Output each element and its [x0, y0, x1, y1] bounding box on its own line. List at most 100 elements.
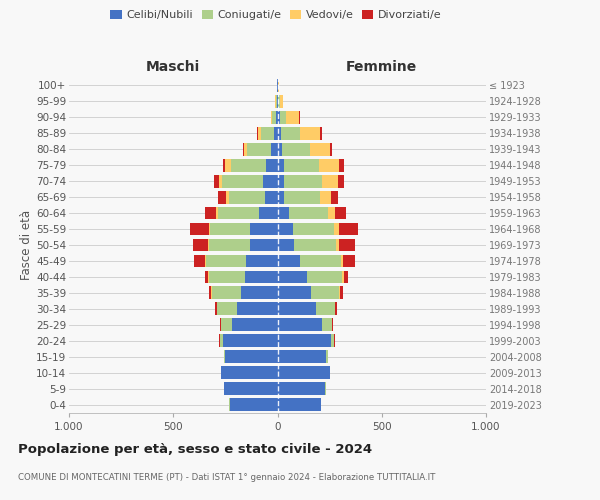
Bar — [205, 254, 206, 268]
Bar — [221, 366, 277, 379]
Bar — [232, 318, 277, 331]
Bar — [342, 270, 344, 283]
Bar — [218, 191, 226, 203]
Bar — [209, 270, 245, 283]
Bar — [229, 191, 265, 203]
Bar — [277, 159, 284, 172]
Bar — [340, 286, 343, 299]
Text: Popolazione per età, sesso e stato civile - 2024: Popolazione per età, sesso e stato civil… — [18, 442, 372, 456]
Bar — [322, 318, 332, 331]
Bar — [219, 334, 220, 347]
Bar — [219, 175, 222, 188]
Bar — [336, 238, 339, 252]
Bar — [194, 254, 205, 268]
Bar — [190, 222, 209, 235]
Bar — [247, 143, 271, 156]
Bar — [301, 127, 320, 140]
Bar — [339, 286, 340, 299]
Bar — [334, 222, 339, 235]
Bar — [276, 95, 277, 108]
Bar — [339, 159, 344, 172]
Text: Maschi: Maschi — [146, 60, 200, 74]
Bar — [212, 286, 241, 299]
Bar — [280, 111, 286, 124]
Bar — [193, 238, 208, 252]
Bar — [307, 270, 342, 283]
Bar — [339, 222, 358, 235]
Bar — [265, 191, 277, 203]
Bar — [277, 318, 322, 331]
Bar — [278, 95, 280, 108]
Bar — [277, 143, 281, 156]
Bar — [220, 318, 221, 331]
Bar — [216, 206, 218, 220]
Bar — [245, 270, 277, 283]
Bar — [277, 382, 325, 395]
Bar — [258, 127, 261, 140]
Bar — [289, 206, 328, 220]
Text: COMUNE DI MONTECATINI TERME (PT) - Dati ISTAT 1° gennaio 2024 - Elaborazione TUT: COMUNE DI MONTECATINI TERME (PT) - Dati … — [18, 472, 436, 482]
Bar — [301, 254, 341, 268]
Bar — [244, 143, 247, 156]
Bar — [332, 318, 333, 331]
Bar — [344, 270, 348, 283]
Bar — [266, 159, 277, 172]
Bar — [208, 270, 209, 283]
Bar — [241, 286, 277, 299]
Bar — [217, 302, 237, 315]
Bar — [311, 286, 339, 299]
Bar — [226, 350, 277, 363]
Bar — [277, 270, 307, 283]
Bar — [237, 302, 277, 315]
Bar — [286, 111, 299, 124]
Bar — [250, 238, 277, 252]
Bar — [210, 222, 250, 235]
Bar — [223, 159, 226, 172]
Bar — [293, 222, 334, 235]
Bar — [257, 127, 258, 140]
Bar — [215, 302, 217, 315]
Bar — [205, 270, 208, 283]
Bar — [250, 222, 277, 235]
Legend: Celibi/Nubili, Coniugati/e, Vedovi/e, Divorziati/e: Celibi/Nubili, Coniugati/e, Vedovi/e, Di… — [106, 6, 446, 25]
Bar — [263, 175, 277, 188]
Bar — [208, 238, 209, 252]
Bar — [277, 222, 293, 235]
Bar — [277, 334, 331, 347]
Bar — [222, 175, 263, 188]
Bar — [338, 175, 344, 188]
Bar — [277, 238, 294, 252]
Bar — [294, 238, 336, 252]
Bar — [331, 334, 334, 347]
Bar — [277, 286, 311, 299]
Bar — [328, 206, 335, 220]
Bar — [259, 206, 277, 220]
Bar — [284, 159, 319, 172]
Bar — [243, 143, 244, 156]
Bar — [284, 175, 322, 188]
Bar — [277, 398, 321, 411]
Bar — [281, 127, 301, 140]
Bar — [211, 286, 212, 299]
Bar — [230, 398, 277, 411]
Bar — [277, 366, 329, 379]
Bar — [209, 222, 210, 235]
Bar — [224, 350, 226, 363]
Bar — [322, 175, 338, 188]
Bar — [284, 191, 320, 203]
Bar — [277, 127, 281, 140]
Bar — [226, 159, 230, 172]
Bar — [272, 111, 276, 124]
Bar — [221, 318, 232, 331]
Bar — [220, 334, 223, 347]
Bar — [209, 286, 211, 299]
Bar — [281, 143, 310, 156]
Bar — [319, 159, 339, 172]
Bar — [280, 95, 283, 108]
Bar — [329, 143, 332, 156]
Bar — [226, 191, 229, 203]
Bar — [335, 302, 337, 315]
Bar — [218, 206, 259, 220]
Y-axis label: Fasce di età: Fasce di età — [20, 210, 33, 280]
Bar — [326, 350, 328, 363]
